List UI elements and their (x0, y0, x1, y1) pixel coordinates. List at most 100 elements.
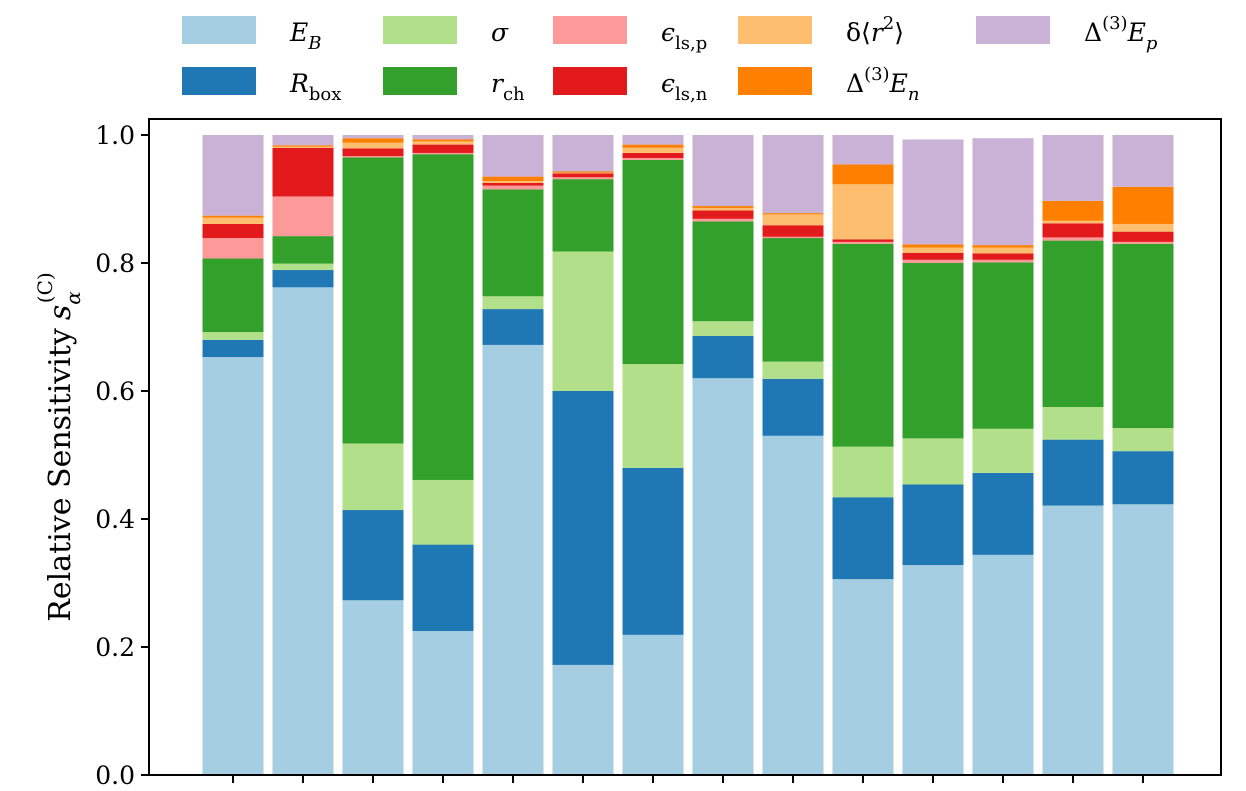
bar-segment-4-series-2 (412, 544, 474, 631)
legend-label: Rbox (289, 69, 341, 105)
bar-segment-4-series-3 (412, 479, 474, 545)
bar-segment-1-series-5 (202, 238, 264, 259)
bar-segment-5-series-3 (482, 296, 544, 310)
bar-segment-14-series-5 (1112, 241, 1174, 244)
y-tick-label: 0.4 (95, 505, 135, 534)
bar-segment-14-series-1 (1112, 504, 1174, 775)
bar-segment-7-series-9 (622, 135, 684, 145)
bar-segment-9-series-6 (762, 225, 824, 237)
bar-segment-8-series-6 (692, 210, 754, 219)
bar-segment-7-series-7 (622, 147, 684, 153)
bar-segment-4-series-1 (412, 631, 474, 775)
bar-segment-3-series-8 (342, 138, 404, 143)
legend-item-7: δ⟨r2⟩ (738, 13, 904, 47)
bar-segment-12-series-4 (972, 262, 1034, 429)
bar-segment-8-series-3 (692, 321, 754, 336)
bar-segment-10-series-3 (832, 446, 894, 498)
bar-segment-11-series-5 (902, 259, 964, 263)
bar-segment-6-series-6 (552, 173, 614, 178)
bar-segment-12-series-3 (972, 428, 1034, 473)
bar-segment-7-series-2 (622, 467, 684, 635)
bar-segment-1-series-2 (202, 339, 264, 358)
bar-segment-12-series-7 (972, 247, 1034, 254)
legend-swatch (738, 67, 812, 95)
bar-segment-6-series-4 (552, 179, 614, 252)
bar-segment-5-series-5 (482, 185, 544, 190)
y-axis-title: Relative Sensitivitysα(C) (33, 272, 85, 621)
bar-segment-13-series-3 (1042, 407, 1104, 440)
bar-segment-7-series-4 (622, 159, 684, 365)
bar-segment-8-series-2 (692, 335, 754, 379)
bar-segment-6-series-3 (552, 251, 614, 391)
bar-segment-14-series-4 (1112, 243, 1174, 429)
legend-label: δ⟨r2⟩ (846, 13, 904, 47)
bar-segment-4-series-8 (412, 139, 474, 142)
bar-segment-10-series-9 (832, 135, 894, 165)
bar-segment-11-series-2 (902, 484, 964, 566)
bar-segment-6-series-7 (552, 172, 614, 174)
y-tick-label: 0.8 (95, 249, 135, 278)
y-axis: 0.0 0.2 0.4 0.6 0.8 1.0 (95, 121, 149, 790)
bar-segment-1-series-6 (202, 223, 264, 239)
bar-segment-8-series-5 (692, 218, 754, 222)
bar-segment-13-series-1 (1042, 505, 1104, 775)
bar-segment-11-series-6 (902, 252, 964, 260)
bar-segment-14-series-8 (1112, 186, 1174, 224)
bar-segment-11-series-3 (902, 438, 964, 485)
bar-segment-13-series-7 (1042, 220, 1104, 224)
bar-segment-5-series-9 (482, 135, 544, 177)
bar-segment-13-series-5 (1042, 237, 1104, 241)
bar-segment-12-series-5 (972, 259, 1034, 263)
y-tick-label: 0.0 (95, 761, 135, 790)
bar-segment-2-series-5 (272, 196, 334, 237)
bar-segment-2-series-9 (272, 135, 334, 146)
legend-swatch (383, 67, 457, 95)
legend-swatch (383, 16, 457, 44)
bar-segment-12-series-2 (972, 472, 1034, 555)
bar-segment-12-series-6 (972, 253, 1034, 260)
bar-segment-11-series-9 (902, 139, 964, 245)
bar-segment-2-series-1 (272, 287, 334, 775)
bar-segment-13-series-4 (1042, 240, 1104, 407)
bar-segment-4-series-7 (412, 141, 474, 145)
bar-segment-1-series-8 (202, 215, 264, 218)
bar-segment-5-series-8 (482, 176, 544, 182)
bar-segment-9-series-3 (762, 361, 824, 379)
legend-label: Δ(3)En (846, 64, 919, 105)
bars-group (202, 135, 1174, 775)
legend-label: ϵls,p (661, 18, 707, 54)
x-axis (232, 775, 1144, 783)
bar-segment-9-series-5 (762, 236, 824, 239)
bar-segment-14-series-3 (1112, 428, 1174, 452)
bar-segment-5-series-6 (482, 183, 544, 186)
bar-segment-13-series-9 (1042, 135, 1104, 201)
bar-segment-5-series-7 (482, 181, 544, 183)
bar-segment-2-series-6 (272, 147, 334, 197)
bar-segment-3-series-4 (342, 157, 404, 444)
bar-segment-10-series-5 (832, 241, 894, 244)
bar-segment-8-series-9 (692, 135, 754, 207)
bar-segment-1-series-1 (202, 357, 264, 775)
legend-item-8: Δ(3)En (738, 64, 919, 105)
legend-swatch (553, 67, 627, 95)
bar-segment-3-series-9 (342, 135, 404, 139)
bar-segment-3-series-6 (342, 148, 404, 157)
bar-segment-8-series-1 (692, 378, 754, 775)
bar-segment-14-series-2 (1112, 451, 1174, 505)
legend-label: rch (491, 69, 525, 105)
legend-item-1: EB (182, 16, 321, 54)
bar-segment-6-series-9 (552, 135, 614, 172)
bar-segment-5-series-1 (482, 344, 544, 775)
chart-legend: EB Rbox σ rch ϵls,p ϵls,n δ⟨r2⟩ Δ(3)En Δ(3)Ep (182, 13, 1158, 105)
bar-segment-10-series-2 (832, 497, 894, 580)
legend-item-6: ϵls,n (553, 67, 708, 105)
bar-segment-6-series-8 (552, 171, 614, 173)
legend-swatch (553, 16, 627, 44)
legend-label: σ (491, 18, 509, 47)
bar-segment-10-series-8 (832, 164, 894, 185)
bar-segment-6-series-5 (552, 177, 614, 180)
bar-segment-1-series-7 (202, 217, 264, 224)
bar-segment-3-series-3 (342, 443, 404, 511)
bar-segment-7-series-5 (622, 158, 684, 160)
